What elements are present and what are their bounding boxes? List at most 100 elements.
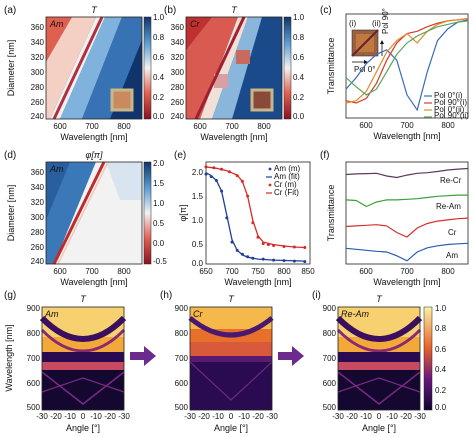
panel-tag: Cr bbox=[190, 19, 200, 29]
tick-label: 260 bbox=[31, 98, 45, 107]
series-line bbox=[345, 194, 468, 208]
tick-label: -0.5 bbox=[153, 257, 167, 266]
tick-label: 0.4 bbox=[153, 73, 165, 82]
tick-label: 700 bbox=[225, 267, 239, 276]
tick-label: -20 bbox=[346, 412, 358, 421]
tick-label: 600 bbox=[193, 122, 207, 131]
x-axis-label: Wavelength [nm] bbox=[60, 277, 127, 287]
panel-letter: (e) bbox=[174, 150, 186, 161]
tick-label: 280 bbox=[31, 228, 45, 237]
tick-label: 0.8 bbox=[153, 33, 165, 42]
tick-label: -30 bbox=[266, 412, 278, 421]
panel-d: (d) φ[π] Am 360 340 320 300 280 260 240 … bbox=[4, 150, 167, 287]
tick-label: 0.8 bbox=[435, 324, 447, 333]
tick-label: 800 bbox=[117, 122, 131, 131]
tick-label: 300 bbox=[171, 68, 185, 77]
panel-letter: (a) bbox=[4, 5, 16, 16]
tick-label: 1.5 bbox=[192, 192, 204, 201]
heatmap-plot bbox=[185, 16, 283, 120]
panel-letter: (c) bbox=[320, 5, 332, 16]
tick-label: 300 bbox=[31, 213, 45, 222]
tick-label: -10 bbox=[212, 412, 224, 421]
tick-label: 600 bbox=[359, 121, 373, 130]
tick-label: 0.4 bbox=[293, 73, 305, 82]
tick-label: -20 bbox=[50, 412, 62, 421]
panel-b: (b) T Cr 360 340 320 300 280 260 240 600… bbox=[164, 5, 305, 142]
tick-label: 1.0 bbox=[153, 199, 165, 208]
tick-label: 0.0 bbox=[435, 403, 447, 412]
panel-c: (c) Transmittance (i) (ii) Pol 0° Pol 90… bbox=[320, 5, 469, 141]
series-line bbox=[345, 18, 469, 104]
legend-item: Cr (m) bbox=[274, 180, 297, 189]
tick-label: 900 bbox=[175, 304, 189, 313]
panel-title: T bbox=[376, 294, 383, 304]
legend-item: Am (m) bbox=[274, 164, 301, 173]
panel-title: T bbox=[80, 294, 87, 304]
right-arrow-icon bbox=[130, 346, 156, 366]
tick-label: 0 bbox=[81, 412, 86, 421]
panel-letter: (h) bbox=[160, 290, 172, 301]
pol-label: Pol 90° bbox=[381, 8, 390, 34]
tick-label: 0.6 bbox=[435, 345, 447, 354]
tick-label: 700 bbox=[323, 354, 337, 363]
tick-label: 0.6 bbox=[293, 53, 305, 62]
x-axis-label: Wavelength [nm] bbox=[200, 132, 267, 142]
tick-label: 1.0 bbox=[293, 13, 305, 22]
panel-tag: Am bbox=[44, 309, 59, 319]
heatmap-plot bbox=[45, 16, 143, 120]
y-axis-label: Transmittance bbox=[326, 185, 336, 242]
panel-tag: Re-Am bbox=[341, 309, 370, 319]
tick-label: 0.2 bbox=[153, 93, 165, 102]
series-line bbox=[345, 167, 469, 179]
panel-i: (i) T Re-Am 900 800 700 600 500 -30 -20 … bbox=[312, 290, 447, 433]
trace-label: Cr bbox=[448, 228, 457, 237]
x-ticks: -30 -20 -10 0 -10 -20 -30 bbox=[332, 412, 426, 421]
panel-letter: (d) bbox=[4, 150, 16, 161]
tick-label: 600 bbox=[27, 379, 41, 388]
tick-label: 240 bbox=[31, 257, 45, 266]
tick-label: -20 bbox=[104, 412, 116, 421]
series-line bbox=[345, 242, 469, 262]
series-line bbox=[345, 19, 469, 112]
tick-label: 600 bbox=[323, 379, 337, 388]
trace-label: Am bbox=[446, 251, 458, 260]
tick-label: 1.0 bbox=[435, 304, 447, 313]
x-axis-label: Angle [°] bbox=[214, 423, 248, 433]
tick-label: -20 bbox=[198, 412, 210, 421]
tick-label: -30 bbox=[36, 412, 48, 421]
line-series-group bbox=[345, 167, 469, 262]
tick-label: 340 bbox=[31, 183, 45, 192]
legend: Pol 0°(i) Pol 90°(i) Pol 0°(ii) Pol 90°(… bbox=[424, 91, 469, 120]
y-axis-label: Diameter [nm] bbox=[6, 40, 16, 97]
x-ticks: 600 700 800 bbox=[193, 122, 271, 131]
tick-label: 500 bbox=[175, 403, 189, 412]
tick-label: 500 bbox=[323, 403, 337, 412]
tick-label: 280 bbox=[171, 83, 185, 92]
inset: (i) (ii) Pol 0° Pol 90° bbox=[349, 8, 390, 74]
colorbar: 1.0 0.8 0.6 0.4 0.2 0.0 bbox=[143, 13, 165, 121]
panel-e: (e) 2.0 1.5 1.0 0.5 0.0 650 700 750 800 … bbox=[174, 150, 315, 287]
x-axis-label: Angle [°] bbox=[66, 423, 100, 433]
tick-label: 600 bbox=[175, 379, 189, 388]
tick-label: 0.0 bbox=[153, 112, 165, 121]
x-axis-label: Wavelength [nm] bbox=[224, 277, 291, 287]
scatter-series-group bbox=[204, 165, 307, 264]
tick-label: 750 bbox=[251, 267, 265, 276]
line-series-group bbox=[345, 18, 469, 112]
tick-label: 700 bbox=[85, 267, 99, 276]
tick-label: 0.5 bbox=[153, 219, 165, 228]
plot-frame bbox=[345, 161, 469, 265]
tick-label: 800 bbox=[27, 329, 41, 338]
y-ticks: 360 340 320 300 280 260 240 bbox=[31, 23, 45, 121]
series-line bbox=[345, 20, 469, 96]
x-ticks: 600 700 800 bbox=[359, 267, 455, 276]
tick-label: 900 bbox=[27, 304, 41, 313]
tick-label: 360 bbox=[31, 23, 45, 32]
tick-label: -30 bbox=[118, 412, 130, 421]
x-axis-label: Wavelength [nm] bbox=[60, 132, 127, 142]
panel-tag: Am bbox=[49, 19, 64, 29]
tick-label: 800 bbox=[277, 267, 291, 276]
tick-label: 600 bbox=[53, 267, 67, 276]
tick-label: 800 bbox=[441, 121, 455, 130]
